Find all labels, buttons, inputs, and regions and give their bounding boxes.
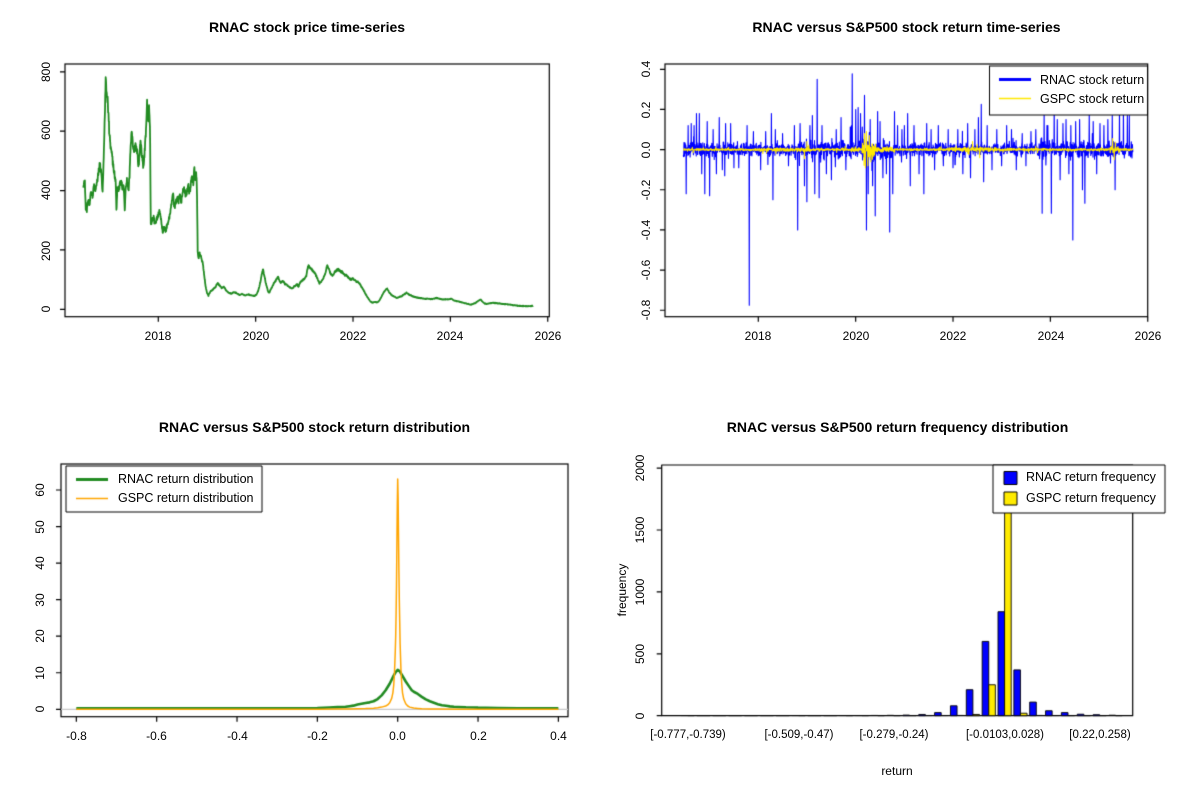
x-tick-label: 2026 [534,329,562,343]
y-tick-label: 800 [39,61,53,83]
y-tick-label: 0.2 [639,101,653,119]
histogram-title: RNAC versus S&P500 return frequency dist… [726,419,1069,435]
legend-item-label: GSPC return distribution [118,491,254,505]
y-tick-label: 200 [39,240,53,262]
legend-item-label: RNAC stock return [1040,73,1145,87]
y-tick-label: -0.2 [639,179,653,201]
y-tick-label: 400 [39,179,53,201]
y-tick-label: 60 [33,483,47,497]
y-tick-label: -0.6 [639,259,653,281]
x-tick-label: 0.4 [550,729,567,743]
x-tick-label: 2024 [436,329,464,343]
y-tick-label: 0 [39,305,53,313]
y-tick-label: 10 [33,666,47,680]
x-bin-label: [0.22,0.258) [1069,729,1131,741]
y-tick-label: -0.8 [639,299,653,321]
x-bin-label: [-0.509,-0.47) [764,729,834,741]
y-tick-label: 600 [39,119,53,141]
density-title: RNAC versus S&P500 stock return distribu… [158,419,471,435]
x-tick-label: 2018 [144,329,172,343]
x-tick-label: 2020 [842,329,870,343]
x-tick-label: -0.2 [307,729,328,743]
y-tick-label: 0 [633,712,647,720]
x-tick-label: 2024 [1037,329,1065,343]
price-title: RNAC stock price time-series [208,19,406,35]
y-tick-label: -0.4 [639,219,653,241]
legend-item-label: RNAC return distribution [118,472,254,486]
y-tick-label: 500 [633,643,647,665]
x-tick-label: 2020 [242,329,270,343]
y-tick-label: 2000 [633,454,647,482]
y-tick-label: 0.0 [639,141,653,159]
x-tick-label: 0.2 [470,729,487,743]
x-tick-label: 2026 [1134,329,1162,343]
x-axis-label: return [881,764,913,778]
x-tick-label: -0.4 [227,729,248,743]
x-tick-label: 0.0 [389,729,406,743]
y-tick-label: 0 [33,705,47,713]
x-tick-label: 2022 [339,329,367,343]
x-bin-label: [-0.279,-0.24) [859,729,929,741]
legend-item-label: RNAC return frequency [1026,470,1156,484]
y-tick-label: 30 [33,593,47,607]
y-axis-label: frequency [615,563,629,617]
x-tick-label: -0.8 [66,729,87,743]
x-tick-label: -0.6 [146,729,167,743]
legend-item-label: GSPC return frequency [1026,491,1156,505]
x-tick-label: 2022 [939,329,967,343]
y-tick-label: 1000 [633,578,647,606]
returns-title: RNAC versus S&P500 stock return time-ser… [752,19,1061,35]
y-tick-label: 1500 [633,516,647,544]
x-tick-label: 2018 [744,329,772,343]
legend-item-label: GSPC stock return [1040,92,1145,106]
x-bin-label: [-0.777,-0.739) [650,729,726,741]
y-tick-label: 50 [33,520,47,534]
y-tick-label: 40 [33,556,47,570]
x-bin-label: [-0.0103,0.028) [965,729,1044,741]
y-tick-label: 0.4 [639,60,653,78]
y-tick-label: 20 [33,629,47,643]
